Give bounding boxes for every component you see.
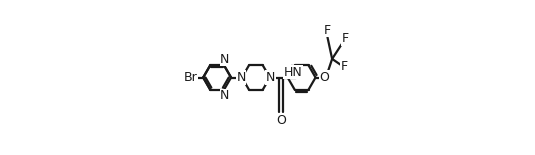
Text: N: N xyxy=(266,71,276,84)
Text: N: N xyxy=(236,71,246,84)
Text: F: F xyxy=(341,60,348,73)
Text: F: F xyxy=(324,24,331,37)
Text: Br: Br xyxy=(184,71,197,84)
Text: HN: HN xyxy=(284,66,303,79)
Text: N: N xyxy=(220,89,230,102)
Text: O: O xyxy=(276,114,286,127)
Text: N: N xyxy=(220,53,230,66)
Text: O: O xyxy=(319,71,330,84)
Text: F: F xyxy=(342,32,349,45)
